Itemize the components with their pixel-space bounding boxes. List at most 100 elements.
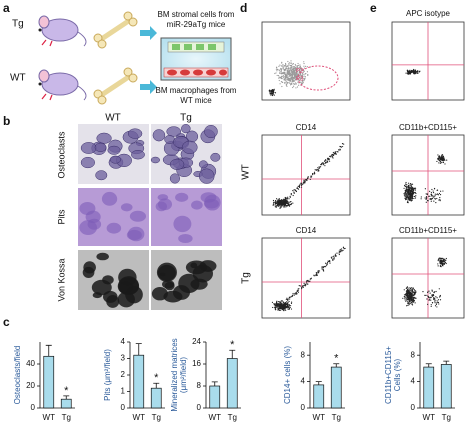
cell-dot (295, 190, 297, 192)
cell-dot (282, 67, 284, 69)
cell-dot (291, 66, 293, 68)
cell-dot (298, 288, 300, 290)
cell-dot (275, 68, 278, 70)
cell-dot (408, 292, 410, 295)
cell-dot (292, 294, 294, 296)
cell-dot (297, 68, 299, 70)
cell-dot (302, 77, 304, 79)
cell-dot (288, 64, 290, 66)
cell-dot (425, 201, 427, 203)
row-label: Von Kossa (56, 258, 66, 301)
cell-dot (301, 288, 303, 290)
cell-dot (408, 197, 410, 199)
cell-dot (431, 188, 433, 191)
cell-dot (326, 263, 328, 265)
cell-dot (414, 290, 417, 292)
cell-dot (407, 290, 410, 292)
group-label: Tg (12, 19, 24, 30)
cell-dot (288, 307, 291, 309)
cell-dot (298, 69, 301, 71)
cell-dot (274, 201, 276, 203)
cell-dot (332, 155, 334, 157)
cell-dot (283, 202, 285, 204)
micrograph-feature (109, 155, 121, 164)
cell-dot (438, 162, 440, 164)
cell-dot (326, 262, 329, 264)
cell-dot (403, 195, 406, 197)
cell-dot (409, 189, 411, 191)
cell-dot (289, 195, 291, 197)
cell-dot (304, 180, 306, 183)
bar (150, 387, 162, 409)
y-tick-label: 40 (26, 359, 35, 368)
cell-dot (404, 297, 406, 299)
cell-dot (284, 196, 286, 199)
micrograph-feature (95, 170, 108, 181)
cell-dot (408, 188, 410, 190)
cell-dot (315, 274, 317, 276)
cell-dot (430, 296, 432, 299)
cell-dot (285, 80, 287, 82)
cell-dot (277, 203, 279, 205)
micrograph-feature (94, 142, 107, 152)
cell-dot (274, 206, 276, 208)
cell-dot (430, 193, 433, 195)
cell-dot (292, 190, 294, 192)
bar (330, 366, 342, 409)
cell-dot (279, 200, 281, 203)
cell-dot (282, 64, 284, 66)
flow-plot-frame (261, 21, 351, 101)
cell-dot (300, 182, 302, 184)
cell-dot (405, 296, 407, 298)
cell-dot (295, 292, 297, 294)
cell-dot (407, 195, 409, 197)
cell-dot (291, 82, 293, 84)
cell-dot (407, 197, 409, 199)
cell-dot (293, 191, 295, 193)
cell-dot (284, 69, 286, 71)
cell-dot (302, 75, 304, 78)
cell-dot (434, 198, 436, 200)
cell-dot (292, 66, 294, 68)
cell-dot (325, 266, 327, 268)
cell-dot (435, 290, 437, 293)
cell-dot (302, 286, 304, 288)
cell-dot (280, 69, 282, 71)
cell-dot (269, 91, 271, 93)
cell-dot (288, 82, 290, 84)
cell-dot (316, 272, 318, 275)
bar (209, 385, 221, 409)
y-tick-label: 16 (192, 359, 201, 368)
cell-dot (287, 76, 289, 78)
cell-dot (279, 83, 281, 85)
cell-dot (410, 199, 412, 201)
micrograph-feature (80, 156, 95, 169)
cell-dot (291, 71, 294, 74)
cell-dot (288, 63, 290, 65)
micrograph-feature (117, 291, 135, 308)
cell-dot (436, 189, 438, 191)
x-tick-label: Tg (442, 413, 451, 422)
cell-dot (442, 258, 444, 260)
cell-dot (288, 70, 290, 72)
cell-dot (411, 190, 413, 192)
cell-dot (293, 69, 295, 72)
cell-dot (407, 198, 409, 201)
cell-dot (279, 206, 282, 208)
cell-dot (336, 252, 338, 254)
cell-dot (282, 74, 284, 76)
cell-dot (330, 155, 332, 157)
cell-dot (325, 160, 327, 162)
micrograph-feature (191, 200, 203, 210)
cell-dot (288, 72, 290, 74)
cell-dot (280, 77, 282, 79)
cell-dot (299, 73, 302, 76)
cell-dot (281, 203, 284, 205)
y-tick-label: 4 (121, 337, 126, 346)
cell-dot (332, 157, 334, 159)
cell-dot (287, 304, 289, 306)
cell-dot (406, 70, 409, 73)
plot-title: CD14 (296, 226, 317, 235)
cell-dot (313, 173, 316, 175)
cell-dot (404, 197, 406, 199)
